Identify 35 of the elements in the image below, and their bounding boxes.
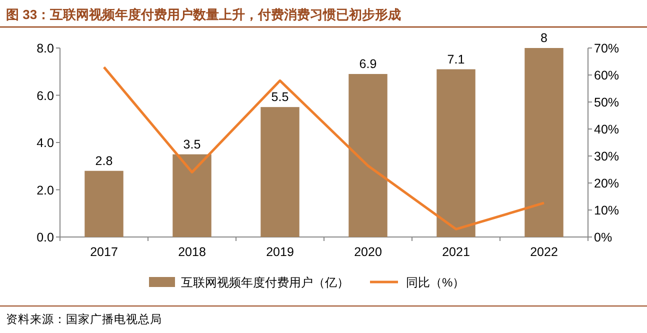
y2-tick-label: 30% [594,150,620,164]
data-label: 5.5 [271,90,289,104]
data-label: 8 [540,31,548,45]
x-tick-label: 2022 [530,245,558,259]
y-tick-label: 2.0 [36,183,54,198]
y2-tick-label: 60% [594,68,620,82]
bar [84,170,124,237]
y-tick-label: 0.0 [36,230,54,244]
y2-tick-label: 50% [594,96,620,110]
y2-tick-label: 10% [594,204,620,218]
legend-label: 同比（%） [406,276,465,290]
x-tick-label: 2021 [442,245,470,259]
data-label: 2.8 [95,154,113,168]
x-tick-label: 2020 [354,245,382,259]
bar [348,74,388,237]
bar [436,69,476,237]
bar [172,154,212,237]
x-tick-label: 2019 [266,245,294,259]
y2-tick-label: 40% [594,122,620,136]
y2-tick-label: 0% [594,230,612,244]
y2-tick-label: 20% [594,176,620,190]
bar [260,107,300,237]
text: 资料来源：国家广播电视总局 [6,312,162,326]
bar [524,48,564,237]
y-tick-label: 4.0 [36,136,54,150]
y2-tick-label: 70% [594,42,620,56]
x-tick-label: 2018 [178,245,206,259]
chart-title: 图 33：互联网视频年度付费用户数量上升，付费消费习惯已初步形成 [6,7,402,22]
y-tick-label: 6.0 [36,88,54,103]
x-tick-label: 2017 [90,245,118,259]
data-label: 6.9 [359,56,377,71]
legend-label: 互联网视频年度付费用户（亿） [181,276,349,290]
data-label: 3.5 [183,137,201,152]
y-tick-label: 8.0 [36,42,54,56]
data-label: 7.1 [447,52,465,66]
